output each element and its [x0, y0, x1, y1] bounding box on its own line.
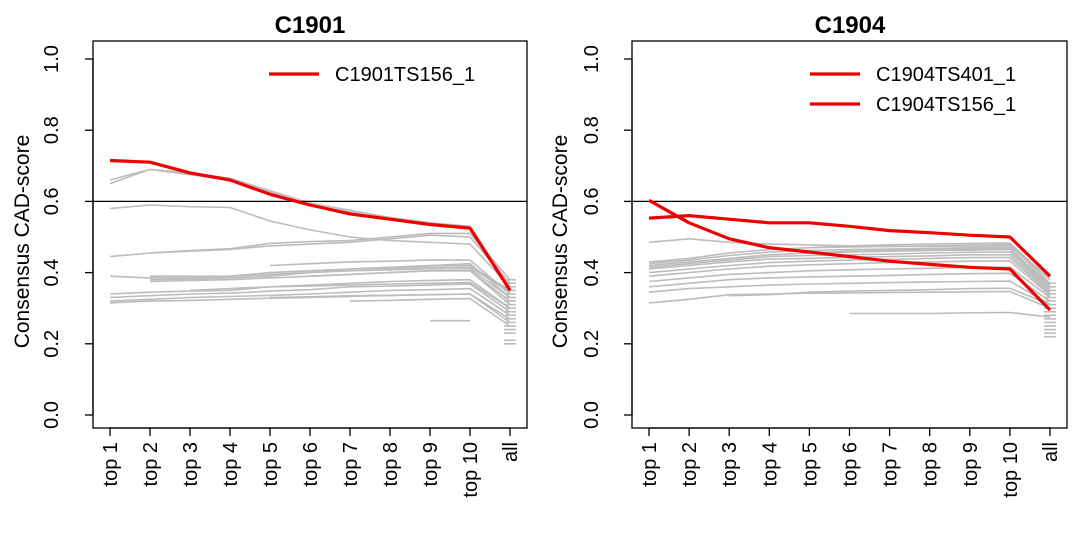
- background-series-line: [349, 297, 511, 327]
- plot-frame: [631, 40, 1068, 429]
- x-tick-label: top 10: [1000, 442, 1022, 498]
- background-series-line: [849, 311, 1051, 318]
- y-tick-label: 0.8: [581, 116, 603, 144]
- x-tick-label: top 2: [679, 442, 701, 486]
- background-series-line: [648, 260, 1051, 297]
- legend-label: C1901TS156_1: [335, 64, 475, 86]
- x-tick-label: top 7: [880, 442, 902, 486]
- background-series-line: [648, 246, 1051, 288]
- y-tick-label: 0.2: [581, 330, 603, 358]
- background-series-line: [648, 243, 1051, 284]
- legend: C1901TS156_1: [269, 64, 475, 86]
- background-series-line: [109, 287, 511, 316]
- x-tick-label: top 5: [799, 442, 821, 486]
- x-tick-label: all: [1040, 442, 1062, 462]
- background-series-line: [648, 280, 1051, 306]
- legend-label: C1904TS156_1: [876, 94, 1016, 116]
- background-series-line: [648, 256, 1051, 295]
- y-axis-label: Consensus CAD-score: [549, 135, 572, 349]
- x-tick-label: top 6: [300, 442, 322, 486]
- background-series-line: [809, 247, 1051, 286]
- y-tick-label: 0.6: [581, 187, 603, 215]
- legend-label: C1904TS401_1: [876, 64, 1016, 86]
- y-tick-label: 0.6: [41, 187, 63, 215]
- y-tick-label: 1.0: [41, 45, 63, 73]
- y-tick-label: 1.0: [581, 45, 603, 73]
- plot-frame: [92, 40, 528, 429]
- y-tick-label: 0.0: [41, 401, 63, 429]
- highlight-series-line: [109, 158, 512, 292]
- x-tick-label: all: [500, 442, 522, 462]
- x-tick-label: top 6: [840, 442, 862, 486]
- background-series-line: [189, 281, 511, 309]
- x-tick-label: top 4: [220, 442, 242, 486]
- x-tick-label: top 8: [380, 442, 402, 486]
- y-tick-label: 0.4: [581, 259, 603, 287]
- x-tick-label: top 3: [719, 442, 741, 486]
- x-tick-label: top 9: [420, 442, 442, 486]
- y-tick-label: 0.2: [41, 330, 63, 358]
- background-series-line: [109, 204, 511, 288]
- x-tick-label: top 3: [180, 442, 202, 486]
- background-series-line: [109, 168, 511, 288]
- background-series-line: [109, 278, 511, 309]
- highlight-series-line: [648, 214, 1052, 278]
- y-tick-label: 0.4: [41, 259, 63, 287]
- background-series-line: [269, 293, 511, 324]
- x-tick-label: top 2: [140, 442, 162, 486]
- y-axis-label: Consensus CAD-score: [11, 135, 34, 349]
- y-tick-label: 0.8: [41, 116, 63, 144]
- chart-title: C1901: [275, 12, 346, 39]
- background-series-line: [648, 290, 1051, 309]
- legend: C1904TS401_1 C1904TS156_1: [810, 64, 1016, 116]
- x-tick-label: top 5: [260, 442, 282, 486]
- x-tick-label: top 1: [639, 442, 661, 486]
- background-series-line: [269, 262, 511, 299]
- highlight-series-line: [648, 198, 1052, 312]
- background-series-line: [309, 270, 511, 306]
- plot-area: [632, 198, 1067, 338]
- background-series-line: [729, 287, 1051, 306]
- y-tick-label: 0.0: [581, 401, 603, 429]
- background-series-line: [269, 259, 511, 295]
- x-tick-label: top 8: [920, 442, 942, 486]
- background-series-line: [648, 251, 1051, 291]
- plot-area: [93, 158, 527, 345]
- background-series-line: [809, 242, 1051, 281]
- x-tick-label: top 4: [759, 442, 781, 486]
- chart-panel-c1904: C1904 Consensus CAD-score 0.0 0.2 0.4 0.6 0.8 1…: [549, 12, 1068, 498]
- x-tick-label: top 1: [100, 442, 122, 486]
- background-series-line: [149, 268, 511, 299]
- chart-panel-c1901: C1901 Consensus CAD-score 0.0 0.2 0.4 0.6 0.8 1…: [11, 12, 528, 498]
- background-series-line: [648, 272, 1051, 302]
- background-series-line: [149, 232, 511, 281]
- x-tick-label: top 7: [340, 442, 362, 486]
- x-tick-label: top 9: [960, 442, 982, 486]
- chart-title: C1904: [815, 12, 886, 39]
- x-tick-label: top 10: [460, 442, 482, 498]
- background-series-line: [109, 283, 511, 313]
